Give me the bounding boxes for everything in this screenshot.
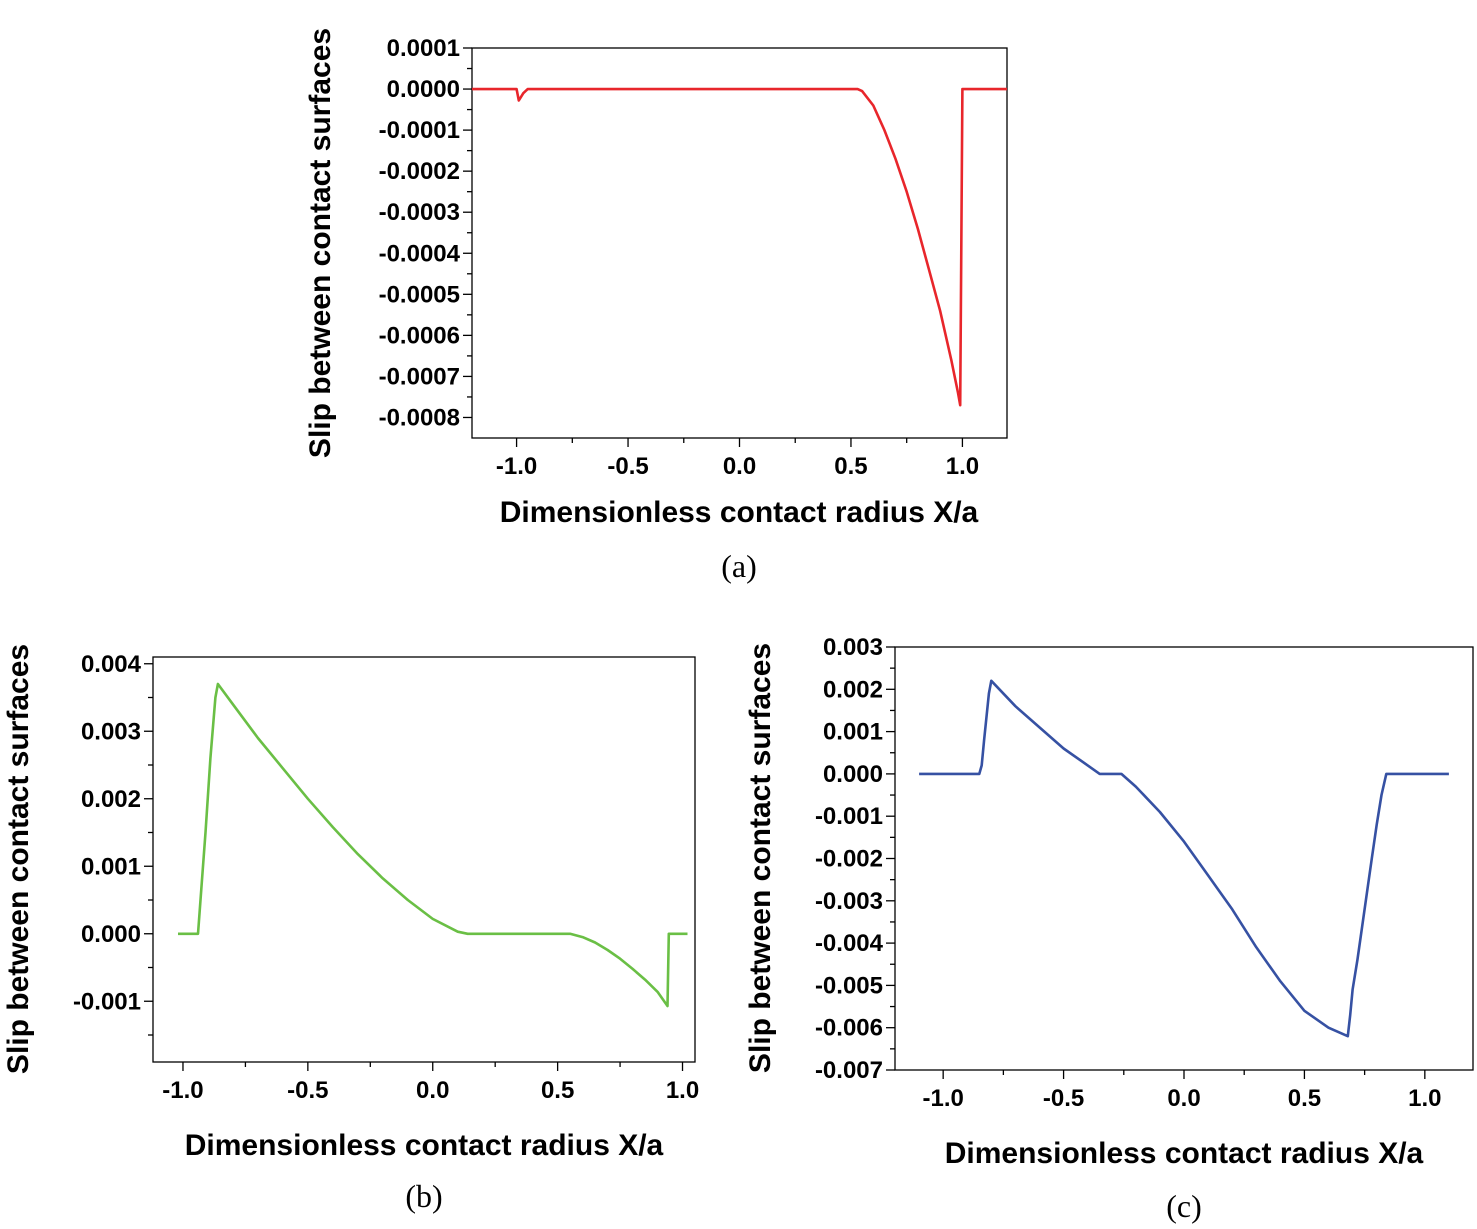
x-tick-label-b: 0.0	[416, 1077, 449, 1104]
y-tick-label-a: -0.0007	[379, 363, 460, 390]
x-tick-label-a: 1.0	[946, 453, 979, 480]
panel-a: -1.0 -0.5 0.0 0.5 1.0 0.0001 0.0000 -0.0001 -0.0…	[304, 28, 1008, 584]
y-tick-label-c: 0.003	[823, 634, 883, 661]
y-tick-label-a: 0.0000	[387, 76, 460, 103]
y-tick-label-c: 0.001	[823, 719, 883, 746]
y-tick-label-c: -0.006	[815, 1015, 883, 1042]
series-c	[919, 679, 1449, 1038]
y-tick-label-a: -0.0002	[379, 158, 460, 185]
panel-label-b: (b)	[405, 1178, 442, 1214]
y-tick-label-c: 0.000	[823, 761, 883, 788]
y-tick-label-a: -0.0006	[379, 322, 460, 349]
x-tick-label-c: 1.0	[1408, 1085, 1441, 1112]
panel-label-a: (a)	[721, 548, 757, 584]
y-tick-label-c: -0.007	[815, 1057, 883, 1084]
y-tick-label-b: 0.003	[81, 718, 141, 745]
y-axis-title-b: Slip between contact surfaces	[2, 644, 35, 1074]
y-tick-label-b: 0.000	[81, 921, 141, 948]
x-axis-title-a: Dimensionless contact radius X/a	[500, 496, 979, 529]
y-tick-label-a: 0.0001	[387, 35, 460, 62]
y-tick-label-c: -0.005	[815, 972, 883, 999]
plot-frame-c	[894, 646, 1474, 1071]
panel-c: -1.0 -0.5 0.0 0.5 1.0 0.003 0.002 0.001 0.000 -0.…	[744, 634, 1474, 1224]
y-axis-title-a: Slip between contact surfaces	[304, 28, 337, 458]
y-tick-label-a: -0.0003	[379, 199, 460, 226]
y-tick-label-c: -0.002	[815, 846, 883, 873]
x-tick-label-a: 0.0	[723, 453, 756, 480]
x-tick-label-b: -1.0	[162, 1077, 203, 1104]
y-tick-label-b: 0.002	[81, 786, 141, 813]
ticks-b: -1.0 -0.5 0.0 0.5 1.0 0.004 0.003 0.002 0.001 0.0…	[73, 651, 699, 1104]
y-tick-label-c: -0.003	[815, 888, 883, 915]
series-line-b	[178, 682, 688, 1008]
y-tick-label-b: 0.001	[81, 853, 141, 880]
x-axis-title-c: Dimensionless contact radius X/a	[945, 1137, 1424, 1170]
ticks-c: -1.0 -0.5 0.0 0.5 1.0 0.003 0.002 0.001 0.000 -0.…	[815, 634, 1442, 1112]
plot-frame-a	[471, 47, 1008, 439]
series-line-c	[919, 679, 1449, 1038]
y-tick-label-a: -0.0004	[379, 240, 461, 267]
y-tick-label-b: 0.004	[81, 651, 142, 678]
x-tick-label-a: -1.0	[496, 453, 537, 480]
x-tick-label-a: 0.5	[834, 453, 867, 480]
x-tick-label-b: -0.5	[287, 1077, 328, 1104]
y-tick-label-a: -0.0008	[379, 404, 460, 431]
y-tick-label-c: -0.004	[815, 930, 884, 957]
series-b	[178, 682, 688, 1008]
panel-b: -1.0 -0.5 0.0 0.5 1.0 0.004 0.003 0.002 0.001 0.0…	[2, 644, 699, 1214]
y-tick-label-c: 0.002	[823, 676, 883, 703]
y-axis-title-c: Slip between contact surfaces	[744, 643, 777, 1073]
x-tick-label-b: 1.0	[666, 1077, 699, 1104]
panel-label-c: (c)	[1166, 1188, 1202, 1224]
y-tick-label-b: -0.001	[73, 988, 141, 1015]
y-tick-label-a: -0.0005	[379, 281, 460, 308]
x-tick-label-a: -0.5	[607, 453, 648, 480]
x-tick-label-c: 0.0	[1167, 1085, 1200, 1112]
y-tick-label-a: -0.0001	[379, 117, 460, 144]
series-line-a	[472, 87, 1007, 407]
y-tick-label-c: -0.001	[815, 803, 883, 830]
x-tick-label-c: 0.5	[1288, 1085, 1321, 1112]
x-tick-label-c: -0.5	[1043, 1085, 1084, 1112]
ticks-a: -1.0 -0.5 0.0 0.5 1.0 0.0001 0.0000 -0.0001 -0.0…	[379, 35, 980, 480]
x-axis-title-b: Dimensionless contact radius X/a	[185, 1129, 664, 1162]
x-tick-label-b: 0.5	[541, 1077, 574, 1104]
plot-frame-b	[152, 656, 696, 1063]
series-a	[472, 87, 1007, 407]
x-tick-label-c: -1.0	[922, 1085, 963, 1112]
